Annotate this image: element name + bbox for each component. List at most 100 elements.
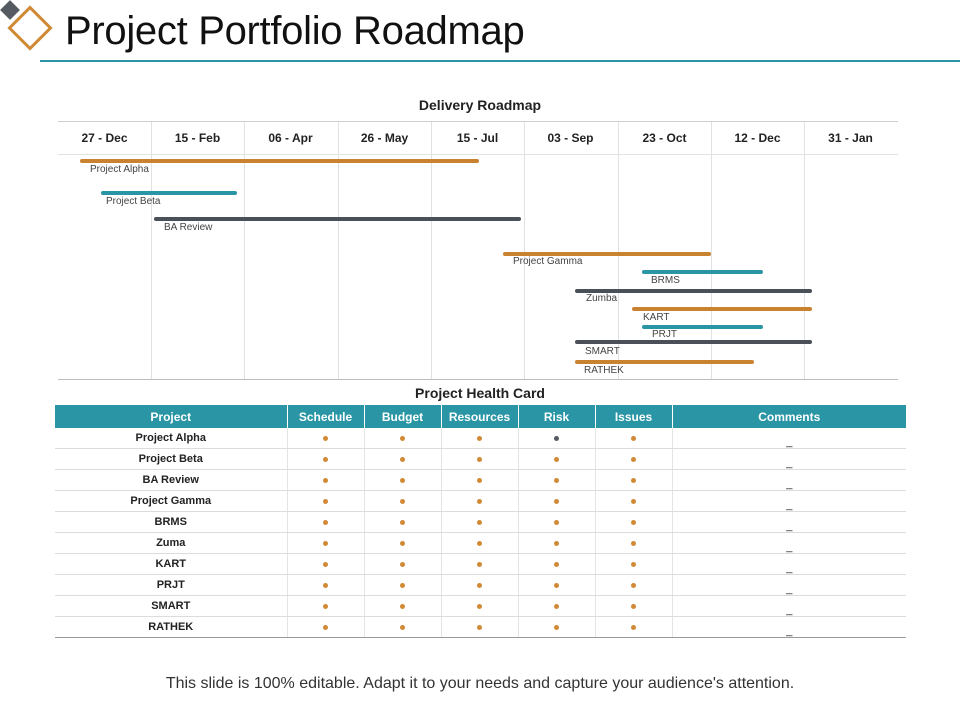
roadmap-column-divider <box>338 122 339 379</box>
comment-cell: _ <box>672 448 906 470</box>
roadmap-date-label: 15 - Feb <box>174 131 221 145</box>
status-dot-icon <box>400 477 405 483</box>
comment-cell: _ <box>672 469 906 491</box>
status-dot-icon <box>323 603 328 609</box>
status-cell <box>287 553 365 575</box>
status-dot-icon <box>323 477 328 483</box>
roadmap-column-divider <box>151 122 152 379</box>
status-dot-icon <box>554 519 559 525</box>
status-cell <box>518 553 596 575</box>
status-dot-icon <box>477 603 482 609</box>
project-name-cell: Project Alpha <box>55 428 288 449</box>
comment-text: _ <box>786 604 793 616</box>
status-dot-icon <box>323 624 328 630</box>
comment-text: _ <box>786 562 793 574</box>
roadmap-date-label: 26 - May <box>360 131 409 145</box>
status-dot-icon <box>477 582 482 588</box>
status-dot-icon <box>631 477 636 483</box>
status-cell <box>441 574 519 596</box>
project-name-cell: BRMS <box>55 511 288 533</box>
status-cell <box>595 469 673 491</box>
roadmap-bar-label: Zumba <box>586 293 618 304</box>
roadmap-column-divider <box>244 122 245 379</box>
roadmap-bar <box>575 360 754 364</box>
comment-cell: _ <box>672 428 906 449</box>
status-cell <box>595 532 673 554</box>
table-row: Zuma _ <box>55 532 906 554</box>
status-cell <box>518 448 596 470</box>
page-title: Project Portfolio Roadmap <box>65 9 525 53</box>
column-header: Comments <box>672 405 906 428</box>
status-cell <box>595 553 673 575</box>
comment-cell: _ <box>672 553 906 575</box>
status-cell <box>287 469 365 491</box>
status-cell <box>518 574 596 596</box>
status-cell <box>287 595 365 617</box>
column-header: Project <box>55 405 288 428</box>
status-dot-icon <box>323 435 328 441</box>
status-dot-icon <box>554 603 559 609</box>
status-cell <box>518 511 596 533</box>
health-card-body: Project Alpha _ Project Beta _ BA Review _ Pro… <box>55 428 906 638</box>
status-dot-icon <box>631 561 636 567</box>
roadmap-column-divider <box>431 122 432 379</box>
status-cell <box>441 511 519 533</box>
status-cell <box>441 448 519 470</box>
status-cell <box>595 448 673 470</box>
status-cell <box>518 428 596 449</box>
table-row: BA Review _ <box>55 469 906 491</box>
status-dot-icon <box>631 624 636 630</box>
roadmap-bar <box>101 191 237 195</box>
status-cell <box>364 428 442 449</box>
status-dot-icon <box>477 561 482 567</box>
status-cell <box>518 490 596 512</box>
status-cell <box>595 428 673 449</box>
status-dot-icon <box>477 456 482 462</box>
comment-cell: _ <box>672 595 906 617</box>
project-name-cell: KART <box>55 553 288 575</box>
comment-cell: _ <box>672 532 906 554</box>
status-dot-icon <box>554 498 559 504</box>
roadmap-bar-label: Project Gamma <box>513 256 583 267</box>
status-dot-icon <box>554 477 559 483</box>
comment-text: _ <box>786 436 793 448</box>
status-cell <box>364 574 442 596</box>
status-dot-icon <box>554 540 559 546</box>
roadmap-top-border <box>58 121 898 122</box>
status-dot-icon <box>477 435 482 441</box>
comment-cell: _ <box>672 574 906 596</box>
roadmap-date-label: 23 - Oct <box>642 131 687 145</box>
status-cell <box>518 469 596 491</box>
roadmap-column-divider <box>711 122 712 379</box>
roadmap-bar-label: SMART <box>585 346 620 357</box>
status-dot-icon <box>477 498 482 504</box>
roadmap-date-label: 15 - Jul <box>456 131 499 145</box>
table-row: PRJT _ <box>55 574 906 596</box>
roadmap-bar-label: Project Alpha <box>90 164 149 175</box>
roadmap-title: Delivery Roadmap <box>418 97 542 113</box>
column-header: Budget <box>364 405 442 428</box>
status-cell <box>518 532 596 554</box>
comment-text: _ <box>786 583 793 595</box>
status-dot-icon <box>554 435 559 441</box>
status-dot-icon <box>554 456 559 462</box>
status-dot-icon <box>631 519 636 525</box>
roadmap-bar <box>632 307 812 311</box>
roadmap-header-divider <box>58 154 898 155</box>
roadmap-bar <box>642 325 763 329</box>
roadmap-date-label: 12 - Dec <box>734 131 781 145</box>
roadmap-date-label: 27 - Dec <box>81 131 128 145</box>
roadmap-date-label: 31 - Jan <box>828 131 873 145</box>
roadmap-column-divider <box>618 122 619 379</box>
status-cell <box>595 490 673 512</box>
status-cell <box>287 532 365 554</box>
status-cell <box>364 595 442 617</box>
status-cell <box>287 574 365 596</box>
status-cell <box>364 469 442 491</box>
status-cell <box>441 428 519 449</box>
status-dot-icon <box>400 540 405 546</box>
comment-cell: _ <box>672 616 906 638</box>
status-cell <box>518 595 596 617</box>
status-dot-icon <box>400 561 405 567</box>
column-header: Resources <box>441 405 519 428</box>
